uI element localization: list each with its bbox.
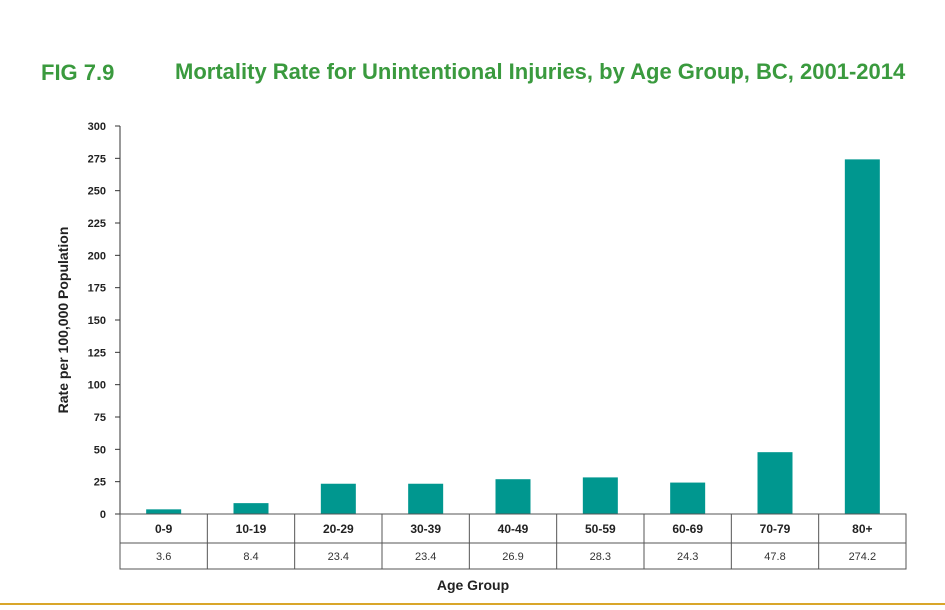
x-tick-label: 10-19 xyxy=(236,522,267,536)
y-tick-label: 75 xyxy=(94,412,106,424)
y-tick-label: 50 xyxy=(94,444,106,456)
x-axis-title: Age Group xyxy=(437,577,509,593)
bar-80+ xyxy=(844,159,880,515)
bar-60-69 xyxy=(670,482,706,514)
x-tick-label: 80+ xyxy=(852,522,872,536)
y-tick-label: 250 xyxy=(88,186,106,198)
x-tick-label: 70-79 xyxy=(760,522,791,536)
y-tick-label: 150 xyxy=(88,315,106,327)
x-tick-label: 60-69 xyxy=(672,522,703,536)
x-tick-label: 20-29 xyxy=(323,522,354,536)
data-label: 3.6 xyxy=(156,551,171,563)
y-tick-label: 125 xyxy=(88,347,106,359)
y-tick-label: 225 xyxy=(88,218,106,230)
figure-title: Mortality Rate for Unintentional Injurie… xyxy=(175,59,906,84)
bar-0-9 xyxy=(146,509,182,514)
x-tick-label: 0-9 xyxy=(155,522,173,536)
y-tick-label: 175 xyxy=(88,283,106,295)
data-table-border xyxy=(119,513,907,570)
y-tick-label: 275 xyxy=(88,153,106,165)
bar-50-59 xyxy=(582,477,618,514)
bottom-rule xyxy=(0,603,945,605)
data-label: 8.4 xyxy=(243,551,258,563)
data-label: 23.4 xyxy=(415,551,436,563)
figure-label: FIG 7.9 xyxy=(41,60,115,85)
bar-10-19 xyxy=(233,503,269,514)
data-label: 23.4 xyxy=(328,551,349,563)
data-label: 26.9 xyxy=(502,551,523,563)
x-tick-label: 50-59 xyxy=(585,522,616,536)
data-label: 47.8 xyxy=(764,551,785,563)
x-tick-label: 40-49 xyxy=(498,522,529,536)
bar-30-39 xyxy=(408,483,444,514)
bar-20-29 xyxy=(320,483,356,514)
plot-area: 0 25 50 75 100 125 150 175 200 225 250 275 300 0-9 3.6… xyxy=(88,121,907,570)
y-tick-label: 100 xyxy=(88,380,106,392)
data-label: 274.2 xyxy=(849,551,877,563)
bar-70-79 xyxy=(757,452,793,514)
bar-40-49 xyxy=(495,479,531,514)
y-tick-label: 200 xyxy=(88,250,106,262)
y-tick-label: 300 xyxy=(88,121,106,133)
y-tick-label: 25 xyxy=(94,477,106,489)
data-label: 28.3 xyxy=(590,551,611,563)
y-tick-label: 0 xyxy=(100,509,106,521)
x-tick-label: 30-39 xyxy=(410,522,441,536)
y-axis-title: Rate per 100,000 Population xyxy=(55,227,71,414)
data-label: 24.3 xyxy=(677,551,698,563)
